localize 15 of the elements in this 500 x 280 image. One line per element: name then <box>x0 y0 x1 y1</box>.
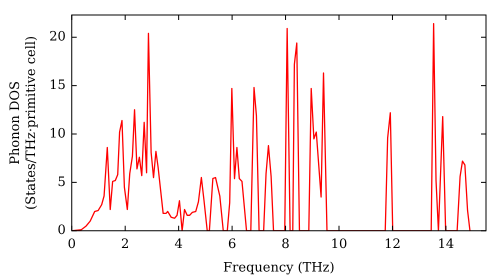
y-tick-label: 5 <box>57 174 66 190</box>
x-tick-label: 0 <box>68 236 76 252</box>
x-tick-label: 12 <box>384 236 401 252</box>
y-tick-label: 10 <box>49 126 66 142</box>
x-tick-label: 10 <box>330 236 348 252</box>
x-tick-label: 6 <box>228 236 236 252</box>
x-tick-label: 2 <box>121 236 130 252</box>
y-axis-title: Phonon DOS (States/THz·primitive cell) <box>8 36 39 210</box>
x-tick-label: 8 <box>281 236 290 252</box>
y-tick-label: 20 <box>49 30 66 45</box>
y-tick-label: 15 <box>49 78 66 94</box>
x-tick-label: 14 <box>438 236 454 252</box>
y-tick-label: 0 <box>57 223 66 238</box>
x-axis-title: Frequency (THz) <box>223 260 335 276</box>
x-tick-label: 4 <box>174 236 183 252</box>
